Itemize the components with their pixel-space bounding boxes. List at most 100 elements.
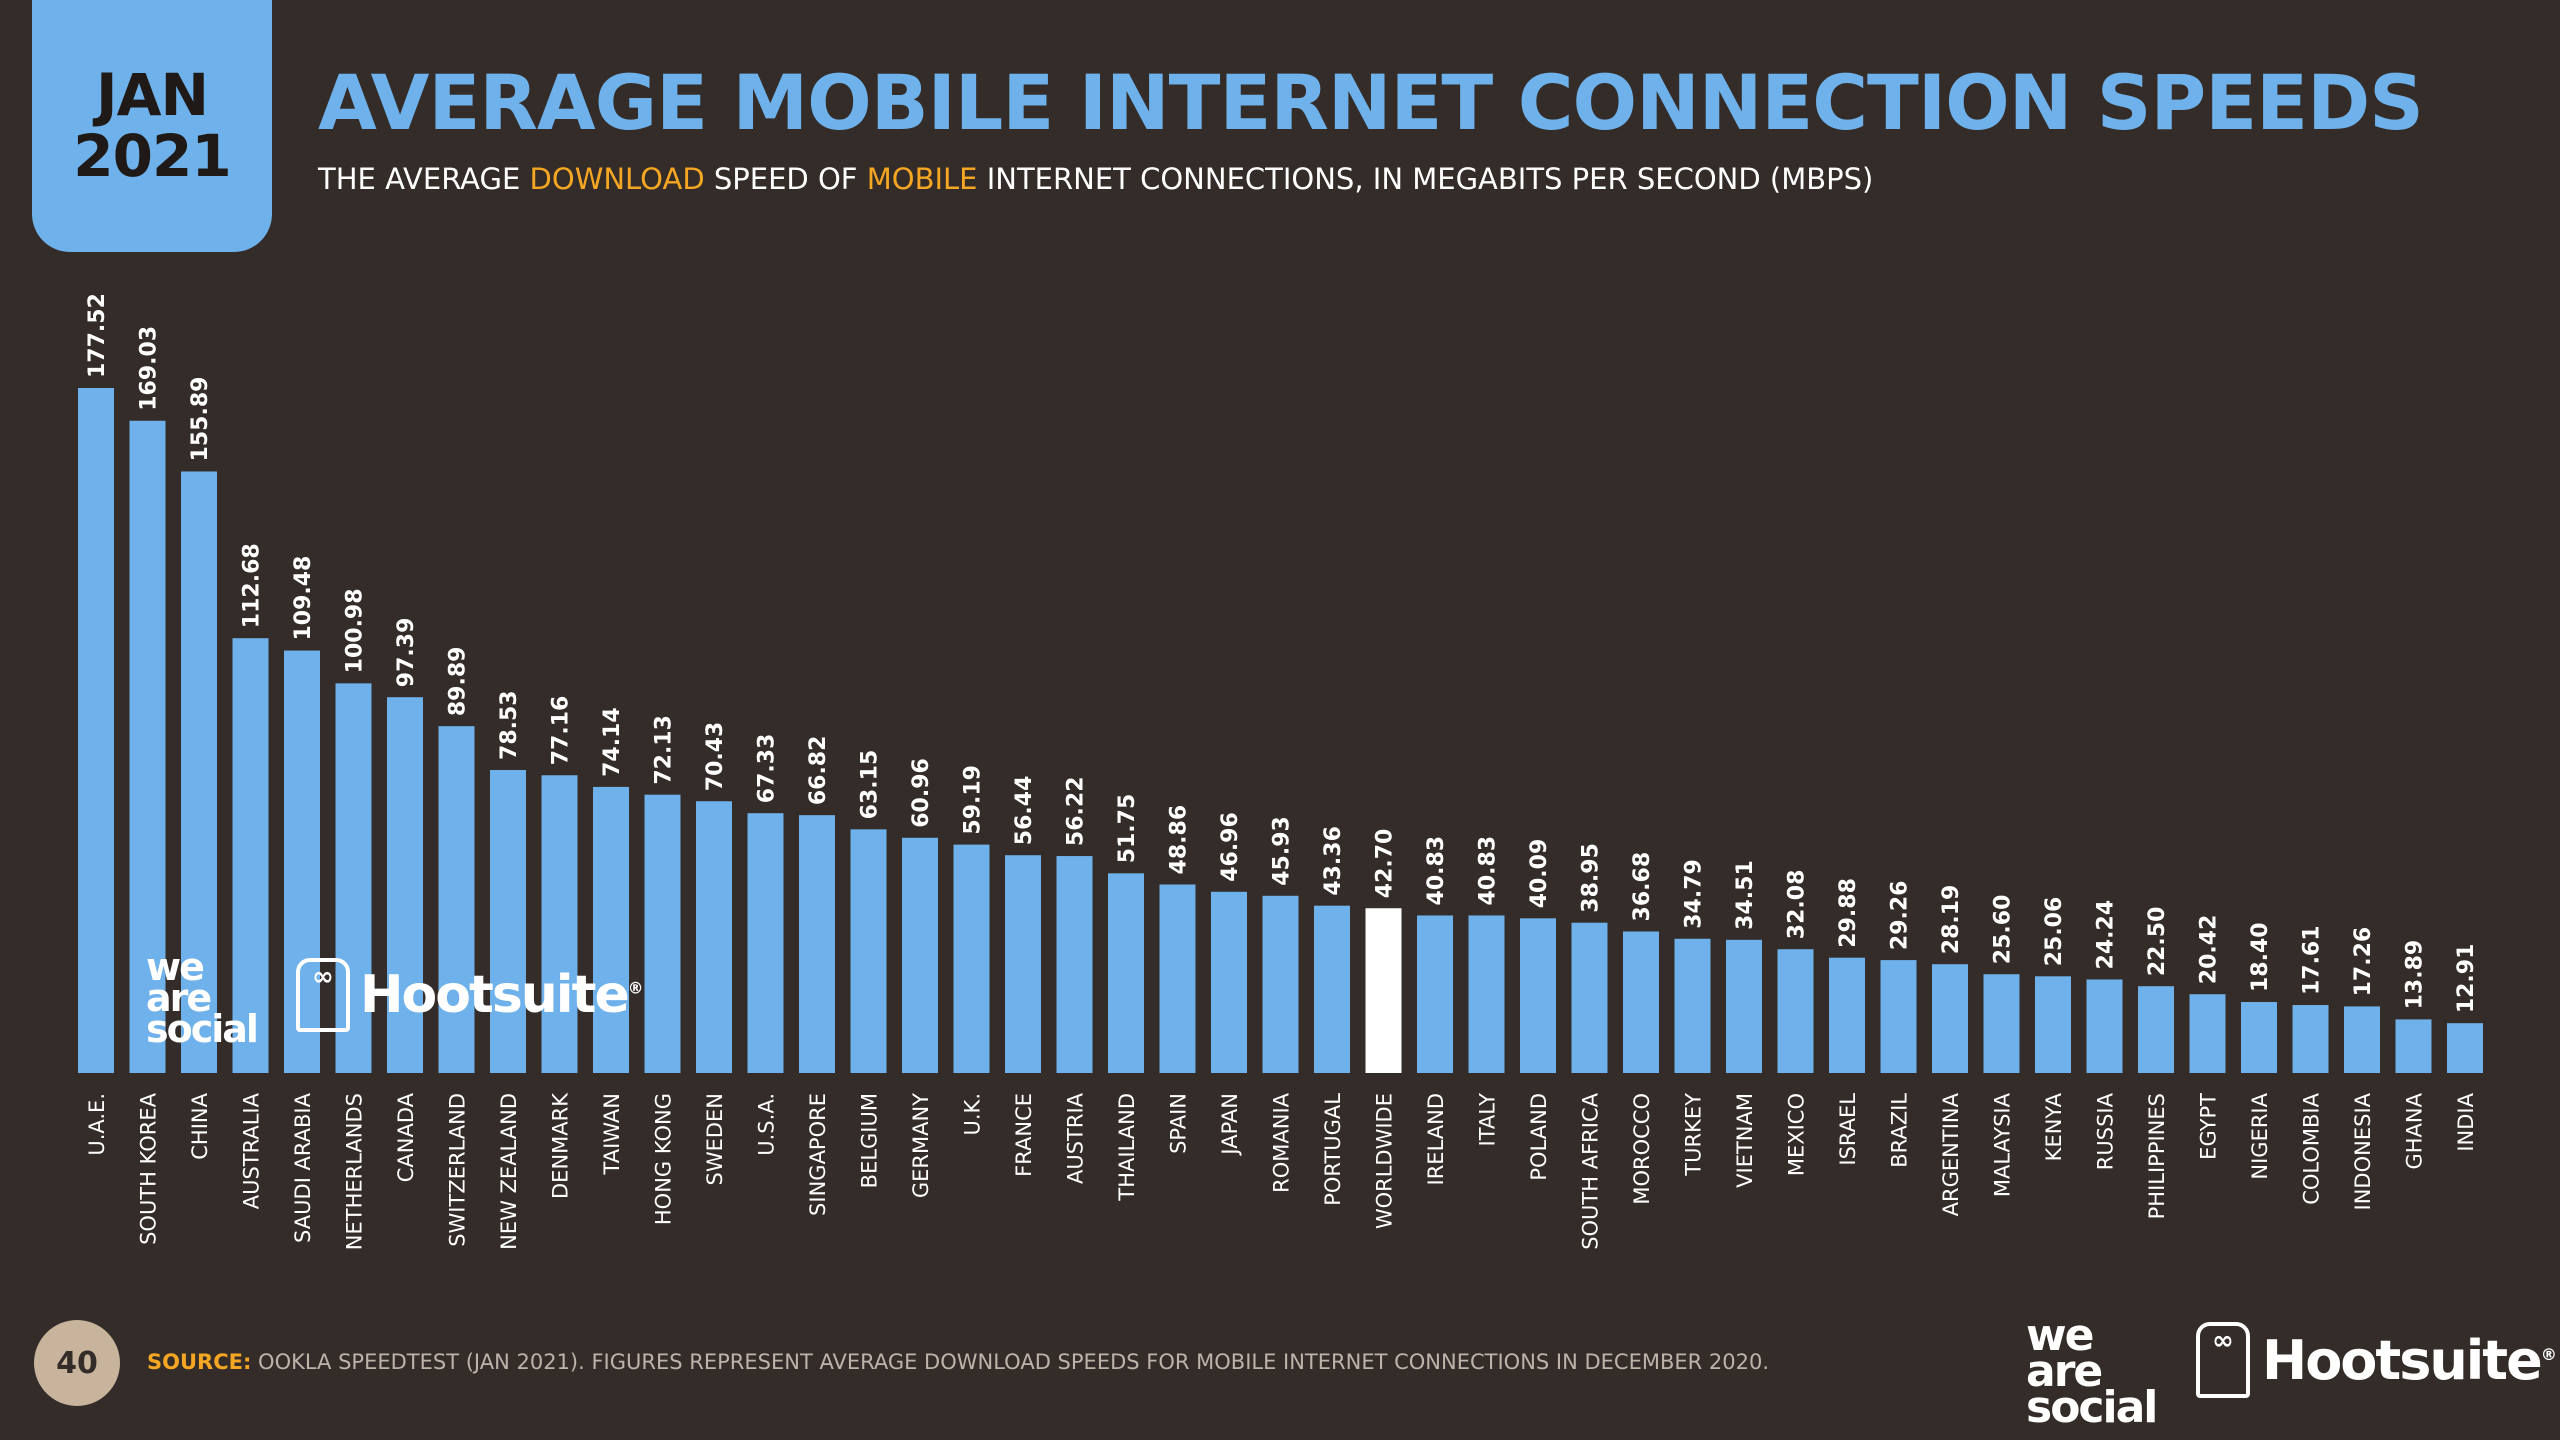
bar-morocco — [1623, 931, 1659, 1073]
category-label: KENYA — [2042, 1092, 2066, 1161]
category-label: ISRAEL — [1836, 1093, 1860, 1166]
value-label: 77.16 — [549, 696, 574, 766]
category-label: CANADA — [394, 1092, 418, 1182]
value-label: 25.60 — [1991, 895, 2016, 965]
category-label: SWITZERLAND — [446, 1093, 470, 1247]
bar-switzerland — [438, 726, 475, 1073]
category-label: THAILAND — [1115, 1093, 1139, 1202]
value-label: 34.79 — [1682, 859, 1707, 929]
category-label: AUSTRIA — [1064, 1092, 1088, 1184]
bar-canada — [387, 697, 423, 1073]
page-number: 40 — [34, 1320, 120, 1406]
value-label: 17.61 — [2300, 925, 2325, 995]
value-label: 29.26 — [1888, 881, 1913, 951]
category-label: SOUTH KOREA — [137, 1092, 161, 1245]
bar-argentina — [1932, 964, 1968, 1073]
logo-word-are: are — [146, 976, 212, 1021]
category-label: AUSTRALIA — [240, 1092, 264, 1209]
category-label: GHANA — [2403, 1092, 2427, 1169]
value-label: 24.24 — [2094, 900, 2119, 970]
bar-israel — [1829, 957, 1865, 1073]
source-text: OOKLA SPEEDTEST (JAN 2021). FIGURES REPR… — [251, 1350, 1770, 1374]
value-label: 59.19 — [961, 765, 986, 835]
value-label: 36.68 — [1630, 852, 1655, 922]
bar-malaysia — [1983, 974, 2020, 1073]
category-label: MOROCCO — [1630, 1093, 1654, 1205]
category-label: NIGERIA — [2248, 1092, 2272, 1179]
category-label: TAIWAN — [600, 1093, 624, 1175]
bar-germany — [902, 837, 938, 1073]
value-label: 56.44 — [1012, 776, 1037, 846]
value-label: 100.98 — [343, 588, 368, 673]
value-label: 48.86 — [1167, 805, 1192, 875]
category-label: MALAYSIA — [1991, 1092, 2015, 1197]
value-label: 46.96 — [1218, 812, 1243, 882]
bar-austria — [1056, 856, 1093, 1073]
value-label: 72.13 — [652, 715, 677, 785]
bar-netherlands — [335, 683, 372, 1073]
value-label: 20.42 — [2197, 915, 2222, 985]
category-label: NEW ZEALAND — [497, 1093, 521, 1250]
page-subtitle: THE AVERAGE DOWNLOAD SPEED OF MOBILE INT… — [318, 162, 1873, 196]
bar-thailand — [1108, 873, 1144, 1073]
hootsuite-wordmark: Hootsuite — [360, 965, 630, 1025]
value-label: 74.14 — [600, 707, 625, 777]
value-label: 97.39 — [394, 618, 419, 688]
bar-belgium — [850, 829, 887, 1073]
category-label: ITALY — [1476, 1093, 1500, 1147]
value-label: 63.15 — [858, 750, 883, 820]
value-label: 13.89 — [2403, 940, 2428, 1010]
value-label: 70.43 — [703, 722, 728, 792]
category-label: BRAZIL — [1888, 1093, 1912, 1168]
category-label: U.S.A. — [755, 1093, 779, 1156]
value-label: 22.50 — [2145, 907, 2170, 977]
category-label: WORLDWIDE — [1373, 1093, 1397, 1229]
category-label: EGYPT — [2197, 1093, 2221, 1160]
value-label: 60.96 — [909, 758, 934, 828]
category-label: RUSSIA — [2094, 1092, 2118, 1170]
value-label: 112.68 — [240, 543, 265, 628]
category-label: SINGAPORE — [806, 1093, 830, 1216]
bar-indonesia — [2344, 1006, 2380, 1073]
bar-colombia — [2292, 1005, 2329, 1073]
category-label: INDIA — [2454, 1092, 2478, 1151]
bar-u-a-e — [78, 388, 114, 1073]
registered-mark: ® — [2540, 1344, 2557, 1364]
value-label: 109.48 — [291, 556, 316, 641]
hootsuite-logo-chart: ∞ Hootsuite® — [296, 958, 643, 1032]
bar-vietnam — [1726, 939, 1762, 1073]
category-label: COLOMBIA — [2300, 1092, 2324, 1204]
subtitle-highlight-download: DOWNLOAD — [529, 162, 705, 196]
subtitle-highlight-mobile: MOBILE — [866, 162, 978, 196]
bar-spain — [1159, 884, 1196, 1073]
logo-word-social: social — [2026, 1382, 2158, 1434]
bar-u-k — [953, 844, 990, 1073]
value-label: 42.70 — [1373, 829, 1398, 899]
bar-portugal — [1314, 905, 1350, 1073]
bar-australia — [232, 638, 269, 1073]
bar-south-korea — [129, 420, 166, 1074]
value-label: 32.08 — [1785, 870, 1810, 940]
bar-taiwan — [593, 786, 629, 1073]
badge-month: JAN — [95, 61, 209, 130]
hootsuite-wordmark: Hootsuite — [2262, 1328, 2543, 1392]
bar-india — [2447, 1023, 2483, 1073]
bar-philippines — [2138, 986, 2174, 1073]
source-note: SOURCE: OOKLA SPEEDTEST (JAN 2021). FIGU… — [147, 1350, 1769, 1374]
value-label: 38.95 — [1579, 843, 1604, 913]
we-are-social-logo-footer: we are social — [2026, 1313, 2158, 1434]
we-are-social-logo-chart: we are social — [146, 948, 259, 1049]
subtitle-part-3: INTERNET CONNECTIONS, IN MEGABITS PER SE… — [977, 162, 1874, 196]
bar-kenya — [2035, 976, 2071, 1073]
subtitle-part-1: THE AVERAGE — [318, 162, 530, 196]
logo-word-are: are — [2026, 1346, 2103, 1398]
category-label: INDONESIA — [2351, 1092, 2375, 1210]
value-label: 45.93 — [1270, 816, 1295, 886]
value-label: 28.19 — [1939, 885, 1964, 955]
value-label: 78.53 — [497, 690, 522, 760]
bar-china — [181, 471, 217, 1073]
bar-new-zealand — [490, 769, 526, 1073]
bar-hong-kong — [644, 794, 681, 1073]
bar-russia — [2086, 979, 2123, 1073]
bar-sweden — [696, 801, 732, 1073]
